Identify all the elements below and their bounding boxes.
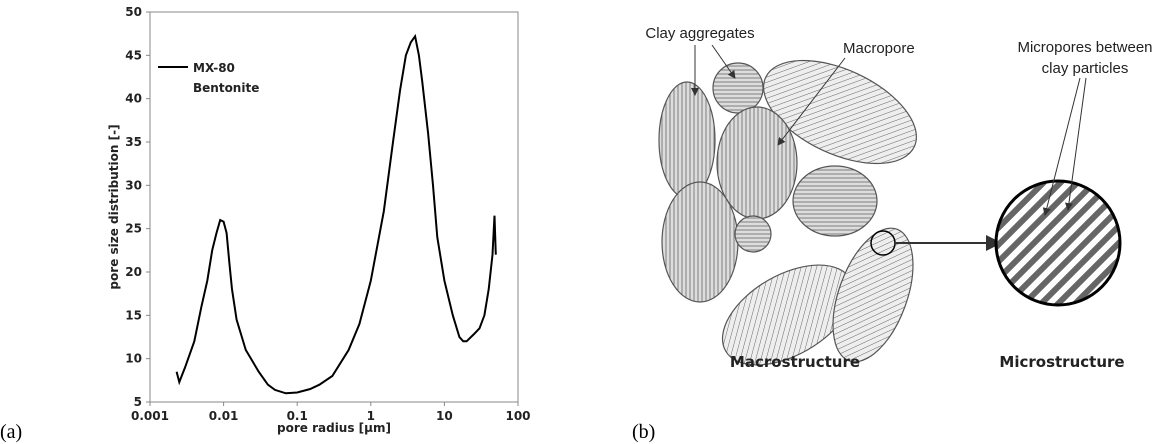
- legend-label: MX-80: [193, 61, 235, 75]
- legend-note: Bentonite: [193, 81, 259, 95]
- panel-label: (a): [0, 421, 22, 443]
- arrow: [711, 44, 736, 79]
- y-tick-label: 5: [134, 395, 142, 409]
- aggregate: [792, 165, 878, 237]
- x-tick-label: 10: [436, 409, 453, 423]
- x-tick-label: 100: [505, 409, 530, 423]
- x-tick-label: 1: [367, 409, 375, 423]
- label: Microstructure: [999, 353, 1124, 371]
- aggregate: [734, 215, 772, 253]
- panel-label: (b): [632, 421, 655, 443]
- y-axis-label: pore size distribution [-]: [107, 124, 121, 289]
- plot-frame: [149, 11, 519, 403]
- aggregate: [661, 181, 739, 303]
- diagram: Clay aggregates Macropore Micropores bet…: [645, 25, 1152, 371]
- aggregate: [832, 227, 914, 363]
- y-tick-label: 40: [125, 92, 142, 106]
- y-tick-label: 10: [125, 352, 142, 366]
- y-tick-label: 50: [125, 5, 142, 19]
- y-tick-label: 15: [125, 308, 142, 322]
- y-tick-label: 30: [125, 178, 142, 192]
- arrow: [1064, 77, 1087, 211]
- y-tick-label: 45: [125, 48, 142, 62]
- y-tick-label: 35: [125, 135, 142, 149]
- aggregate: [762, 59, 918, 165]
- aggregate: [658, 81, 716, 199]
- aggregate: [712, 62, 764, 114]
- label: Clay aggregates: [645, 25, 754, 42]
- label: Macrostructure: [730, 353, 860, 371]
- label: Micropores between: [1017, 39, 1152, 56]
- y-tick-label: 25: [125, 222, 142, 236]
- micro-circle: [994, 179, 1122, 307]
- label: clay particles: [1042, 60, 1129, 77]
- x-tick-label: 0.01: [209, 409, 239, 423]
- arrow: [1042, 77, 1081, 216]
- label: Macropore: [843, 40, 915, 57]
- x-tick-label: 0.1: [287, 409, 308, 423]
- chart: 5 10 15 20 25 30 35 40 45 50 0.001 0.01 0.1 1 10 100 por…: [107, 5, 531, 435]
- x-tick-label: 0.001: [131, 409, 169, 423]
- x-axis-label: pore radius [µm]: [277, 421, 391, 435]
- y-tick-label: 20: [125, 265, 142, 279]
- series-line: [175, 33, 497, 395]
- arrow: [777, 57, 846, 146]
